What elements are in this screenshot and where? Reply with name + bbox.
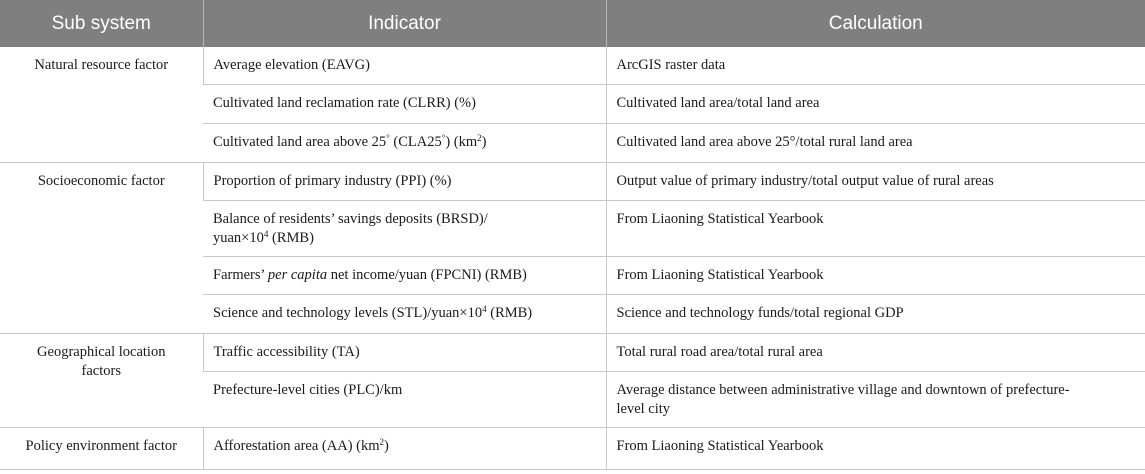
table-row: Policy environment factor Afforestation … [0, 427, 1145, 470]
indicator-cell: Cultivated land reclamation rate (CLRR) … [203, 84, 606, 124]
header-row: Sub system Indicator Calculation [0, 0, 1145, 47]
calculation-text: Average distance between administrative … [616, 382, 1070, 398]
indicator-text: Cultivated land area above 25 [213, 134, 387, 150]
header-sub-system: Sub system [0, 0, 203, 47]
indicator-cell: Farmers’ per capita net income/yuan (FPC… [203, 256, 606, 295]
table-row: Balance of residents’ savings deposits (… [0, 200, 1145, 257]
degree-mark: ° [441, 133, 446, 143]
subsystem-text: factors [81, 363, 121, 379]
indicator-cell: Science and technology levels (STL)/yuan… [203, 294, 606, 334]
indicator-cell: Traffic accessibility (TA) [202, 333, 606, 372]
indicator-text: ) [384, 438, 389, 454]
subsystem-text: Geographical location [37, 344, 166, 360]
superscript: 4 [482, 304, 487, 314]
superscript: 2 [379, 437, 385, 447]
indicator-cell: Balance of residents’ savings deposits (… [203, 200, 606, 257]
indicator-text: net income/yuan (FPCNI) (RMB) [327, 267, 527, 283]
table-row: Cultivated land area above 25° (CLA25°) … [0, 123, 1145, 163]
calculation-cell: Cultivated land area above 25°/total rur… [605, 123, 1145, 163]
subsystem-socioeconomic: Socioeconomic factor [0, 162, 203, 334]
indicator-text: (RMB) [486, 305, 533, 321]
subsystem-natural-resource: Natural resource factor [0, 47, 203, 163]
table-row: Geographical location factors Traffic acc… [0, 333, 1145, 428]
subsystem-geographical-location: Geographical location factors [0, 333, 203, 428]
indicator-text: yuan×10 [213, 230, 264, 246]
indicator-cell: Prefecture-level cities (PLC)/km [203, 371, 606, 428]
table-row: Prefecture-level cities (PLC)/km Average… [0, 371, 1145, 428]
indicator-text: ) (km [445, 134, 478, 150]
indicator-text: Farmers’ [213, 267, 268, 283]
calculation-cell: From Liaoning Statistical Yearbook [605, 427, 1145, 470]
calculation-cell: From Liaoning Statistical Yearbook [605, 256, 1145, 295]
indicator-cell: Cultivated land area above 25° (CLA25°) … [203, 123, 606, 163]
indicator-cell: Afforestation area (AA) (km2) [202, 427, 606, 470]
indicator-text: Afforestation area (AA) (km [213, 438, 380, 454]
subsystem-policy-environment: Policy environment factor [0, 427, 203, 470]
indicator-text: Science and technology levels (STL)/yuan… [213, 305, 483, 321]
indicator-text: ) [481, 134, 487, 150]
degree-mark: ° [386, 133, 390, 143]
calculation-cell: Science and technology funds/total regio… [605, 294, 1145, 334]
calculation-cell: Output value of primary industry/total o… [605, 162, 1145, 201]
calculation-cell: ArcGIS raster data [605, 47, 1145, 85]
table-row: Cultivated land reclamation rate (CLRR) … [0, 84, 1145, 124]
calculation-cell: From Liaoning Statistical Yearbook [605, 200, 1145, 257]
superscript: 4 [263, 229, 269, 239]
indicator-text: Balance of residents’ savings deposits (… [213, 211, 488, 227]
calculation-cell: Average distance between administrative … [605, 371, 1145, 428]
table-row: Socioeconomic factor Proportion of prima… [0, 162, 1145, 334]
calculation-cell: Cultivated land area/total land area [605, 84, 1145, 124]
indicator-cell: Average elevation (EAVG) [202, 47, 606, 85]
indicator-text: (RMB) [268, 230, 314, 246]
calculation-cell: Total rural road area/total rural area [605, 333, 1145, 372]
table-row: Natural resource factor Average elevatio… [0, 47, 1145, 163]
table-row: Science and technology levels (STL)/yuan… [0, 294, 1145, 334]
superscript: 2 [477, 133, 482, 143]
calculation-text: level city [616, 401, 671, 417]
indicator-text: (CLA25 [389, 134, 442, 150]
indicator-italic: per capita [267, 267, 328, 283]
header-indicator: Indicator [202, 0, 606, 47]
header-calculation: Calculation [605, 0, 1145, 47]
table-row: Farmers’ per capita net income/yuan (FPC… [0, 256, 1145, 295]
indicator-cell: Proportion of primary industry (PPI) (%) [202, 162, 606, 201]
